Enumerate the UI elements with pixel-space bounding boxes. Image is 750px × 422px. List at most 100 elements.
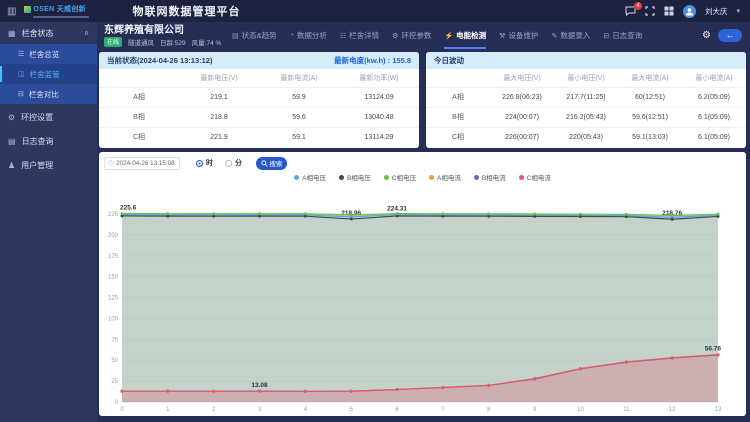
tab-环控参数[interactable]: ⚙ 环控参数 xyxy=(392,31,432,40)
sidebar-item-日志查询[interactable]: ▤ 日志查询 xyxy=(8,136,54,146)
tab-icon: ⚡ xyxy=(444,32,454,40)
radio-minute-dot[interactable] xyxy=(225,159,232,167)
svg-text:0: 0 xyxy=(120,407,124,413)
cell-value: 59.6(12:51) xyxy=(618,106,682,127)
legend-item-B相电流[interactable]: B相电流 xyxy=(473,172,506,182)
legend-item-B相电压[interactable]: B相电压 xyxy=(338,172,371,182)
tab-设备维护[interactable]: ⚒ 设备维护 xyxy=(499,31,539,40)
cell-value: 6.1(05:09) xyxy=(682,126,746,147)
menu-item-icon: ☰ xyxy=(18,51,25,58)
column-header xyxy=(426,69,490,87)
legend-item-C相电流[interactable]: C相电流 xyxy=(518,172,551,182)
settings-gear-icon[interactable]: ⚙ xyxy=(702,30,711,41)
legend-item-C相电压[interactable]: C相电压 xyxy=(383,172,416,182)
cell-value: 226(00:07) xyxy=(490,126,554,147)
sidebar-item-栏舍监管[interactable]: ◫ 栏舍监管 xyxy=(0,64,97,84)
status-badge: 在线 xyxy=(104,36,123,47)
radio-hour-dot[interactable] xyxy=(196,159,203,167)
legend-dot xyxy=(518,174,524,180)
svg-text:224.31: 224.31 xyxy=(387,206,407,213)
chart-controls: ◷ 2024-04-26 13:15:08 时 分 搜索 xyxy=(104,156,287,170)
cell-value: 220(05:43) xyxy=(554,126,618,147)
cell-value: 219.1 xyxy=(179,86,259,107)
legend-dot xyxy=(294,174,300,180)
meta-ventilation: 隧道通风 xyxy=(128,39,155,47)
tab-栏舍详情[interactable]: ☷ 栏舍详情 xyxy=(339,31,380,40)
latest-energy: 最新电度(kw.h) : 155.8 xyxy=(334,56,411,65)
column-header: 最大电压(V) xyxy=(503,74,541,82)
column-header: 最小电流(A) xyxy=(695,74,733,82)
today-fluctuation-title: 今日波动 xyxy=(434,56,464,65)
svg-text:8: 8 xyxy=(487,407,491,413)
svg-text:12: 12 xyxy=(669,407,676,413)
sidebar-item-环控设置[interactable]: ⚙ 环控设置 xyxy=(8,112,54,122)
svg-text:2: 2 xyxy=(212,407,216,413)
legend-item-A相电压[interactable]: A相电压 xyxy=(294,172,326,182)
svg-text:200: 200 xyxy=(108,233,119,239)
apps-grid-icon[interactable] xyxy=(664,6,674,16)
legend-label: A相电流 xyxy=(437,175,461,182)
tab-状态&趋势[interactable]: ▤ 状态&趋势 xyxy=(232,31,277,40)
svg-text:125: 125 xyxy=(108,296,119,302)
tab-电能检测[interactable]: ⚡ 电能检测 xyxy=(444,22,487,49)
svg-text:11: 11 xyxy=(623,407,630,413)
current-status-panel: 当前状态(2024-04-26 13:13:12) 最新电度(kw.h) : 1… xyxy=(99,52,419,148)
today-fluctuation-panel: 今日波动 最大电压(V) 最小电压(V) 最大电流(A) 最小电流(A) A相 226.8… xyxy=(426,52,746,148)
sidebar-group-pen-status[interactable]: ▦ 栏舍状态 ∧ xyxy=(8,28,89,38)
logo-tagline xyxy=(33,15,90,18)
svg-text:4: 4 xyxy=(304,407,308,413)
cell-value: 224(00:07) xyxy=(490,106,554,127)
fullscreen-icon[interactable] xyxy=(645,6,655,16)
current-status-header: 当前状态(2024-04-26 13:13:12) 最新电度(kw.h) : 1… xyxy=(99,52,419,69)
chart-legend: A相电压 B相电压 C相电压 A相电流 B相电流 C相电流 xyxy=(99,172,746,182)
legend-label: B相电流 xyxy=(481,175,506,182)
radio-minute[interactable]: 分 xyxy=(225,158,242,168)
clock-icon: ◷ xyxy=(108,160,115,167)
row-label: C相 xyxy=(426,126,490,147)
today-fluctuation-table: 最大电压(V) 最小电压(V) 最大电流(A) 最小电流(A) A相 226.8(06:2… xyxy=(426,69,746,147)
table-row: A相 219.1 59.9 13124.09 xyxy=(99,86,419,107)
cell-value: 59.9 xyxy=(259,86,339,107)
row-label: C相 xyxy=(99,126,179,147)
legend-item-A相电流[interactable]: A相电流 xyxy=(429,172,461,182)
topbar-actions: 4 刘大庆 ▾ xyxy=(625,2,750,18)
table-row: B相 224(00:07) 216.2(05:43) 59.6(12:51) 6.1(0… xyxy=(426,106,746,127)
svg-text:0: 0 xyxy=(115,400,119,406)
datetime-input[interactable]: ◷ 2024-04-26 13:15:08 xyxy=(104,156,180,170)
back-button[interactable]: ← xyxy=(718,29,742,42)
chevron-down-icon[interactable]: ▾ xyxy=(736,8,740,15)
svg-text:1: 1 xyxy=(166,407,170,413)
sidebar-item-栏舍总览[interactable]: ☰ 栏舍总览 xyxy=(18,49,60,59)
search-icon xyxy=(260,159,268,167)
table-row: A相 226.8(06:23) 217.7(11:25) 60(12:51) 6.2(0… xyxy=(426,86,746,107)
sidebar-item-栏舍对比[interactable]: ⊟ 栏舍对比 xyxy=(18,89,59,99)
tab-icon: ☷ xyxy=(339,32,347,40)
search-button[interactable]: 搜索 xyxy=(256,156,287,170)
dashboard-icon: ▦ xyxy=(8,28,16,38)
datetime-value: 2024-04-26 13:15:08 xyxy=(116,159,175,167)
subheader-actions: ⚙ ← xyxy=(702,29,750,42)
cell-value: 216.2(05:43) xyxy=(554,106,618,127)
tab-icon: ⊟ xyxy=(603,32,610,40)
subheader: 东辉养殖有限公司 在线 隧道通风 日龄:529 风量:74 % ▤ 状态&趋势 ◔ 数… xyxy=(97,22,750,49)
meta-air-volume: 风量:74 % xyxy=(191,39,222,47)
avatar[interactable] xyxy=(682,4,696,18)
sidebar-item-用户管理[interactable]: ♟ 用户管理 xyxy=(8,160,54,170)
message-icon[interactable]: 4 xyxy=(625,2,642,16)
app-logo: OSEN 天威创新 xyxy=(24,4,110,18)
menu-item-icon: ⚙ xyxy=(8,112,16,122)
svg-text:5: 5 xyxy=(350,407,354,413)
tab-日志查询[interactable]: ⊟ 日志查询 xyxy=(603,31,643,40)
svg-text:7: 7 xyxy=(441,407,445,413)
cell-value: 221.9 xyxy=(179,126,259,147)
sidebar-collapse-icon[interactable]: ▥ xyxy=(7,5,17,17)
tab-icon: ⚒ xyxy=(499,32,506,40)
username[interactable]: 刘大庆 xyxy=(704,6,728,16)
table-row: B相 218.8 59.6 13040.48 xyxy=(99,106,419,127)
radio-hour[interactable]: 时 xyxy=(196,158,213,168)
svg-text:100: 100 xyxy=(108,316,119,322)
tab-数据分析[interactable]: ◔ 数据分析 xyxy=(289,31,327,40)
tab-数据录入[interactable]: ✎ 数据录入 xyxy=(551,31,591,40)
